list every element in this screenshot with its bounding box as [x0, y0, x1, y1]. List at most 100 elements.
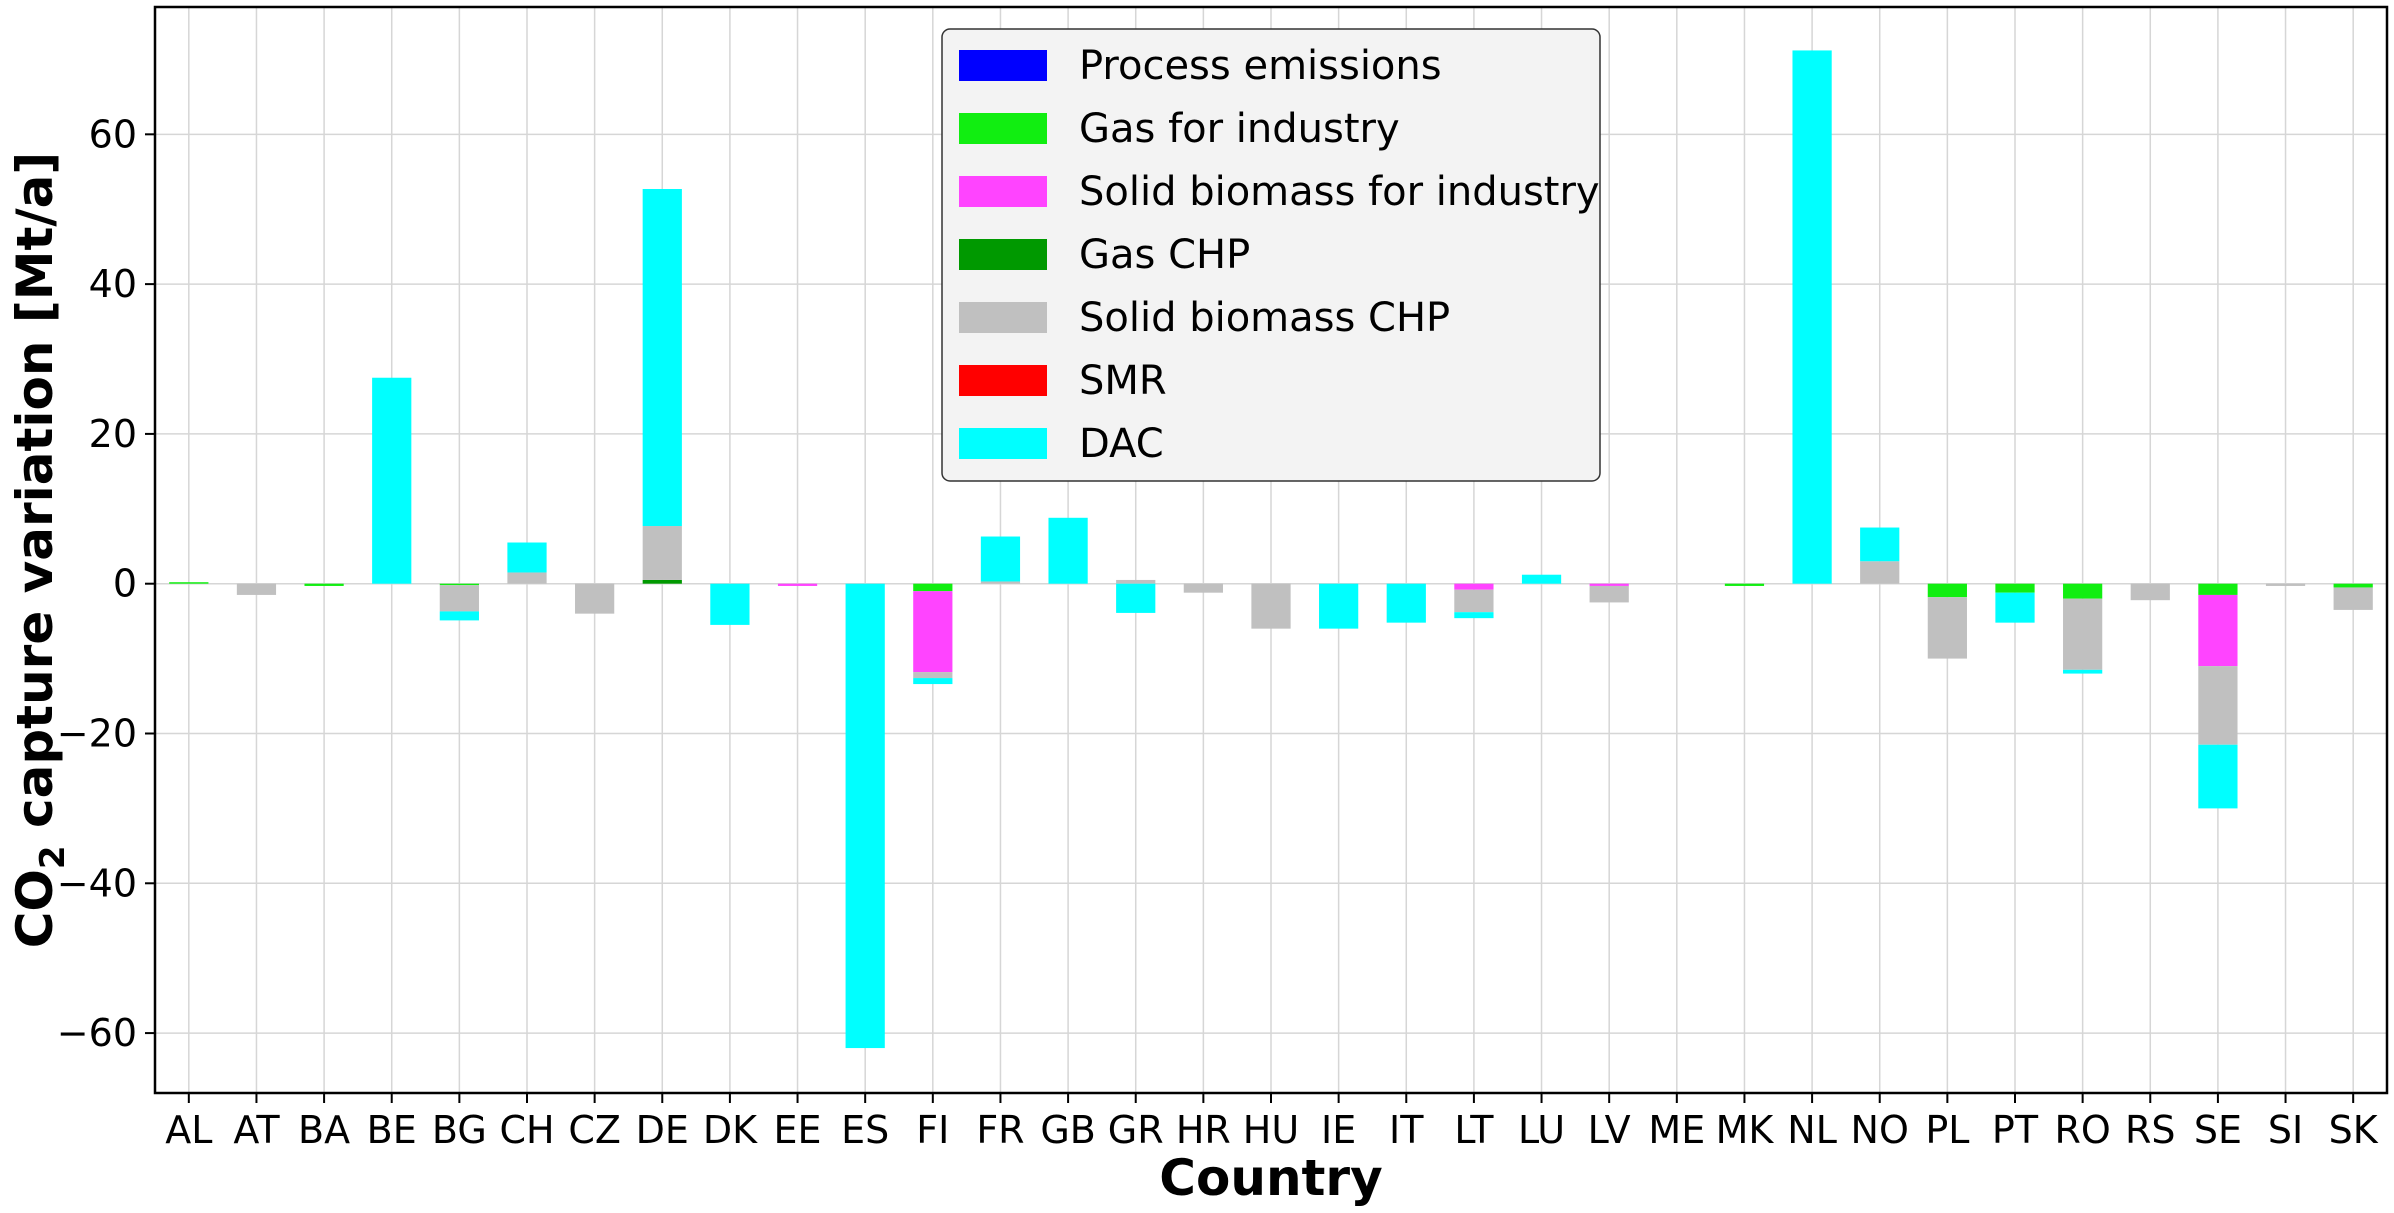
bar-be-dac [372, 377, 412, 584]
x-tick-label-cz: CZ [568, 1108, 621, 1152]
bar-cz-solid-biomass-chp [575, 583, 615, 614]
x-tick-label-fr: FR [976, 1108, 1024, 1152]
bar-bg-dac [439, 611, 479, 621]
bar-de-dac [642, 188, 682, 527]
bar-lt-solid-biomass-for-industry [1454, 583, 1494, 590]
bar-fi-dac [913, 678, 953, 685]
bar-es-dac [845, 583, 885, 1049]
x-tick-label-pl: PL [1925, 1108, 1969, 1152]
x-tick-label-ch: CH [499, 1108, 554, 1152]
bar-ro-dac [2063, 669, 2103, 674]
bar-pt-gas-for-industry [1995, 583, 2035, 593]
x-tick-label-de: DE [636, 1108, 689, 1152]
x-tick-label-al: AL [165, 1108, 212, 1152]
legend-label-gas-chp: Gas CHP [1079, 232, 1250, 278]
x-tick-label-si: SI [2268, 1108, 2303, 1152]
x-tick-label-lu: LU [1518, 1108, 1565, 1152]
bar-bg-gas-for-industry [439, 583, 479, 586]
x-tick-label-ba: BA [298, 1108, 350, 1152]
y-tick-label: 0 [113, 562, 137, 606]
x-tick-label-nl: NL [1787, 1108, 1837, 1152]
bar-sk-solid-biomass-chp [2333, 587, 2373, 610]
legend-swatch-smr [959, 365, 1047, 396]
bar-se-solid-biomass-for-industry [2198, 594, 2238, 667]
y-tick-label: 40 [89, 262, 137, 306]
x-tick-label-sk: SK [2329, 1108, 2379, 1152]
y-tick-label: 60 [89, 112, 137, 156]
x-axis-title: Country [1159, 1149, 1382, 1207]
bar-hu-solid-biomass-chp [1251, 583, 1291, 629]
legend-label-smr: SMR [1079, 358, 1167, 404]
x-tick-label-pt: PT [1992, 1108, 2039, 1152]
y-tick-label: 20 [89, 412, 137, 456]
x-tick-label-ee: EE [774, 1108, 822, 1152]
bar-pl-gas-for-industry [1927, 583, 1967, 598]
x-tick-label-rs: RS [2125, 1108, 2176, 1152]
x-tick-label-dk: DK [703, 1108, 758, 1152]
legend-swatch-process-emissions [959, 50, 1047, 81]
bar-rs-solid-biomass-chp [2130, 583, 2170, 601]
bar-fi-gas-for-industry [913, 583, 953, 592]
legend-label-gas-for-industry: Gas for industry [1079, 106, 1400, 152]
x-tick-label-hu: HU [1243, 1108, 1299, 1152]
legend-label-solid-biomass-for-industry: Solid biomass for industry [1079, 169, 1600, 215]
bar-it-dac [1386, 583, 1426, 623]
y-axis-title-subscript: 2 [33, 845, 73, 869]
bar-gr-solid-biomass-chp [1116, 579, 1156, 584]
x-tick-label-no: NO [1851, 1108, 1909, 1152]
x-tick-label-it: IT [1389, 1108, 1424, 1152]
legend-label-dac: DAC [1079, 421, 1164, 467]
x-tick-label-se: SE [2194, 1108, 2242, 1152]
legend-swatch-solid-biomass-chp [959, 302, 1047, 333]
bar-at-solid-biomass-chp [236, 583, 277, 595]
bars [169, 50, 2373, 1049]
bar-ba-gas-for-industry [304, 583, 344, 586]
bar-lv-solid-biomass-chp [1589, 585, 1629, 603]
legend-box [941, 28, 1601, 482]
bar-pl-solid-biomass-chp [1927, 597, 1967, 659]
legend-swatch-gas-chp [959, 239, 1047, 270]
bar-mk-gas-for-industry [1724, 583, 1765, 586]
bar-ch-dac [507, 542, 547, 573]
bar-si-solid-biomass-chp [2265, 583, 2306, 586]
y-axis-title-main: CO [6, 869, 64, 948]
bar-fr-dac [980, 536, 1021, 582]
bar-se-solid-biomass-chp [2198, 666, 2238, 745]
bar-dk-dac [710, 583, 750, 625]
bar-ro-solid-biomass-chp [2063, 598, 2103, 670]
x-tick-label-bg: BG [432, 1108, 487, 1152]
y-axis-ticks: −60 −40 −20 0 20 40 60 [57, 112, 155, 1055]
bar-lt-solid-biomass-chp [1454, 589, 1494, 613]
bar-al-gas-for-industry [169, 582, 209, 584]
bar-ee-solid-biomass-for-industry [777, 583, 818, 586]
y-tick-label: −20 [57, 711, 137, 755]
x-tick-label-fi: FI [916, 1108, 949, 1152]
legend-label-process-emissions: Process emissions [1079, 43, 1442, 89]
bar-fr-solid-biomass-chp [980, 581, 1021, 584]
legend-swatch-dac [959, 428, 1047, 459]
x-tick-label-at: AT [233, 1108, 280, 1152]
bar-pt-dac [1995, 592, 2035, 623]
y-tick-label: −40 [57, 861, 137, 905]
bar-se-dac [2198, 744, 2238, 809]
x-tick-label-ro: RO [2054, 1108, 2110, 1152]
x-tick-label-mk: MK [1716, 1108, 1775, 1152]
x-tick-label-hr: HR [1176, 1108, 1231, 1152]
legend-label-solid-biomass-chp: Solid biomass CHP [1079, 295, 1450, 341]
legend-swatch-solid-biomass-for-industry [959, 176, 1047, 207]
bar-de-gas-chp [642, 579, 682, 584]
bar-fi-solid-biomass-chp [913, 672, 953, 679]
x-tick-label-lv: LV [1588, 1108, 1631, 1152]
x-tick-label-gr: GR [1108, 1108, 1164, 1152]
bar-no-solid-biomass-chp [1860, 561, 1900, 584]
x-tick-label-me: ME [1648, 1108, 1705, 1152]
y-axis-title-rest: capture variation [Mt/a] [6, 152, 64, 846]
bar-ie-dac [1319, 583, 1359, 629]
bar-lt-dac [1454, 612, 1494, 619]
bar-gb-dac [1048, 517, 1088, 584]
y-tick-label: −60 [57, 1011, 137, 1055]
bar-gr-dac [1116, 583, 1156, 613]
bar-lv-solid-biomass-for-industry [1589, 583, 1629, 586]
x-tick-label-be: BE [367, 1108, 417, 1152]
